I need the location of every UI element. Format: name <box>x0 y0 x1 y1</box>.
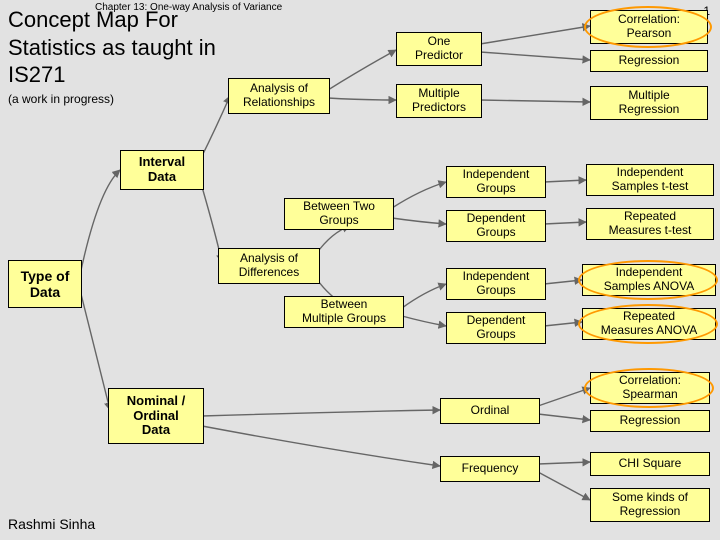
edge-1 <box>80 290 110 410</box>
node-typeofdata: Type ofData <box>8 260 82 308</box>
node-ig1: IndependentGroups <box>446 166 546 198</box>
edge-19 <box>202 410 440 416</box>
node-dg1: DependentGroups <box>446 210 546 242</box>
node-chi: CHI Square <box>590 452 710 476</box>
edge-16 <box>544 222 586 224</box>
edge-12 <box>392 218 446 224</box>
node-skr: Some kinds ofRegression <box>590 488 710 522</box>
node-rmt: RepeatedMeasures t-test <box>586 208 714 240</box>
edge-0 <box>80 170 120 275</box>
node-onepred: OnePredictor <box>396 32 482 66</box>
author-label: Rashmi Sinha <box>8 516 95 532</box>
page-subtitle: (a work in progress) <box>8 92 114 106</box>
node-mreg: MultipleRegression <box>590 86 708 120</box>
highlight-circle-1 <box>578 260 718 300</box>
node-freq: Frequency <box>440 456 540 482</box>
edge-22 <box>538 414 590 420</box>
node-interval: IntervalData <box>120 150 204 190</box>
node-dg2: DependentGroups <box>446 312 546 344</box>
node-reg1: Regression <box>590 50 708 72</box>
edge-21 <box>538 388 590 406</box>
node-reg2: Regression <box>590 410 710 432</box>
node-ord: Ordinal <box>440 398 540 424</box>
edge-17 <box>544 280 582 284</box>
node-btw2: Between TwoGroups <box>284 198 394 230</box>
highlight-circle-3 <box>584 368 714 408</box>
highlight-circle-0 <box>584 6 712 48</box>
edge-15 <box>544 180 586 182</box>
edge-11 <box>392 182 446 208</box>
edge-14 <box>402 316 446 326</box>
node-multpred: MultiplePredictors <box>396 84 482 118</box>
edge-13 <box>402 284 446 308</box>
edge-24 <box>538 472 590 500</box>
edge-2 <box>200 96 230 160</box>
node-ist: IndependentSamples t-test <box>586 164 714 196</box>
highlight-circle-2 <box>578 304 718 344</box>
node-diff: Analysis ofDifferences <box>218 248 320 284</box>
chapter-label: Chapter 13: One-way Analysis of Variance <box>95 2 282 14</box>
edge-20 <box>202 426 440 466</box>
node-btwm: BetweenMultiple Groups <box>284 296 404 328</box>
page-title: Concept Map For Statistics as taught in … <box>8 6 228 89</box>
edge-18 <box>544 322 582 326</box>
edge-4 <box>328 50 396 90</box>
edge-5 <box>328 98 396 100</box>
edge-8 <box>480 100 590 102</box>
edge-6 <box>480 26 590 44</box>
edge-9 <box>316 226 350 254</box>
node-ig2: IndependentGroups <box>446 268 546 300</box>
edge-23 <box>538 462 590 464</box>
node-nominal: Nominal /OrdinalData <box>108 388 204 444</box>
node-rel: Analysis ofRelationships <box>228 78 330 114</box>
edge-7 <box>480 52 590 60</box>
